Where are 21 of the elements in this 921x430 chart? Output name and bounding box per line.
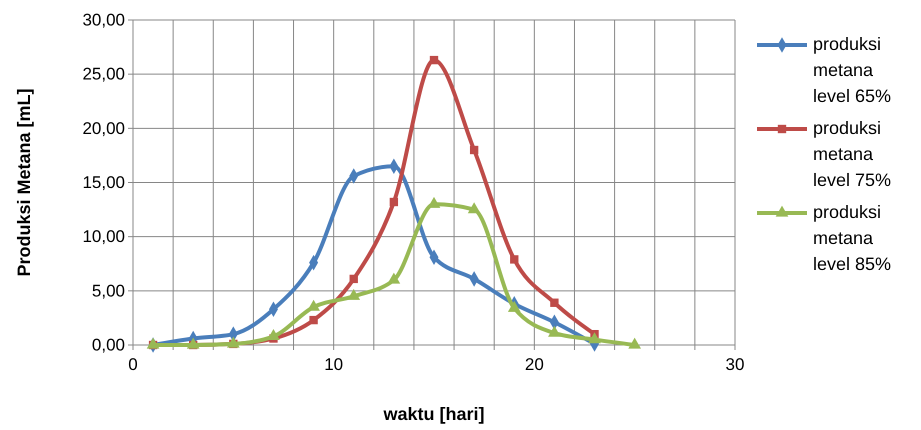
y-axis-title: Produksi Metana [mL]	[14, 88, 34, 277]
x-tick-label: 0	[128, 355, 138, 374]
x-axis-title: waktu [hari]	[382, 404, 485, 424]
legend-label: produksi metana level 85%	[813, 202, 892, 274]
point	[390, 198, 398, 206]
y-tick-label: 20,00	[82, 118, 125, 138]
point	[350, 274, 358, 284]
point	[470, 146, 478, 154]
point	[510, 255, 518, 264]
y-tick-label: 10,00	[82, 227, 125, 246]
x-tick-label: 10	[324, 355, 344, 374]
y-tick-label: 5,00	[92, 281, 125, 300]
x-tick-label: 20	[524, 355, 544, 374]
point	[550, 298, 559, 307]
point	[309, 316, 318, 324]
x-tick-label: 30	[726, 355, 744, 374]
point	[430, 56, 438, 64]
y-tick-label: 15,00	[82, 172, 125, 192]
y-tick-label: 0,00	[92, 335, 125, 354]
y-tick-label: 25,00	[82, 64, 125, 84]
y-tick-label: 30,00	[82, 10, 125, 30]
